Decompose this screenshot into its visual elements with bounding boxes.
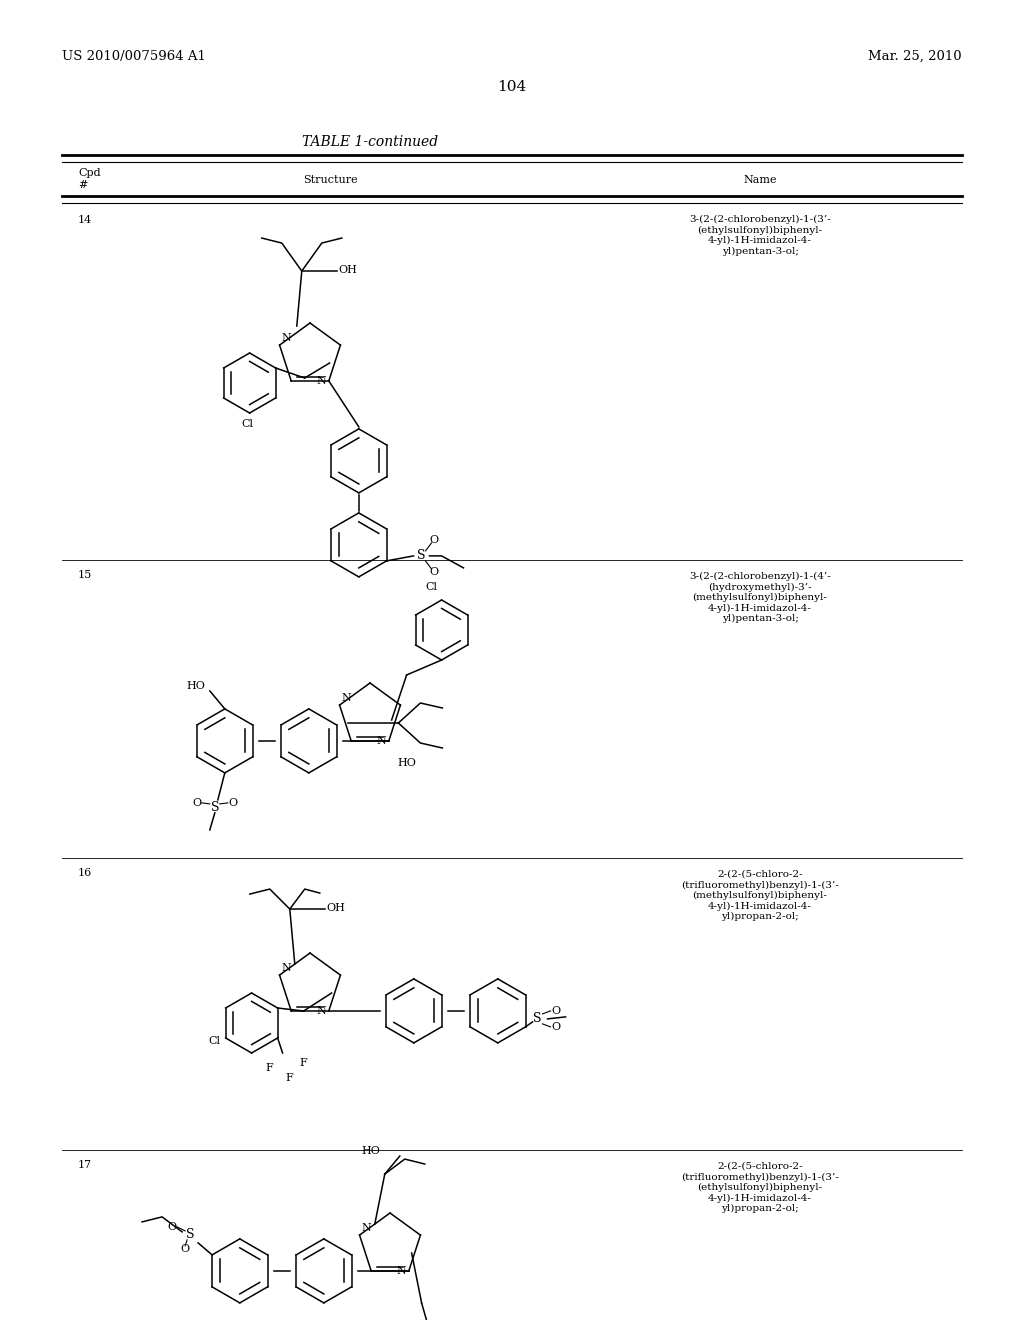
Text: Cpd: Cpd [78,168,100,178]
Text: O: O [168,1222,177,1232]
Text: Name: Name [743,176,777,185]
Text: N: N [396,1266,406,1276]
Text: F: F [265,1063,273,1073]
Text: N: N [361,1224,372,1233]
Text: N: N [316,1006,326,1016]
Text: F: F [300,1059,307,1068]
Text: N: N [282,964,291,973]
Text: 16: 16 [78,869,92,878]
Text: #: # [78,180,87,190]
Text: Cl: Cl [426,582,437,591]
Text: OH: OH [339,265,357,275]
Text: S: S [185,1229,195,1241]
Text: 104: 104 [498,81,526,94]
Text: Mar. 25, 2010: Mar. 25, 2010 [868,50,962,63]
Text: 17: 17 [78,1160,92,1170]
Text: O: O [228,797,238,808]
Text: O: O [429,535,438,545]
Text: 2-(2-(5-chloro-2-
(trifluoromethyl)benzyl)-1-(3’-
(methylsulfonyl)biphenyl-
4-yl: 2-(2-(5-chloro-2- (trifluoromethyl)benzy… [681,870,839,921]
Text: N: N [342,693,351,704]
Text: O: O [193,797,202,808]
Text: 2-(2-(5-chloro-2-
(trifluoromethyl)benzyl)-1-(3’-
(ethylsulfonyl)biphenyl-
4-yl): 2-(2-(5-chloro-2- (trifluoromethyl)benzy… [681,1162,839,1213]
Text: O: O [429,566,438,577]
Text: N: N [282,333,291,343]
Text: S: S [417,549,426,562]
Text: 14: 14 [78,215,92,224]
Text: HO: HO [397,758,416,768]
Text: O: O [180,1243,189,1254]
Text: N: N [316,376,326,385]
Text: HO: HO [360,1146,380,1156]
Text: Cl: Cl [242,418,254,429]
Text: 3-(2-(2-chlorobenzyl)-1-(3’-
(ethylsulfonyl)biphenyl-
4-yl)-1H-imidazol-4-
yl)pe: 3-(2-(2-chlorobenzyl)-1-(3’- (ethylsulfo… [689,215,830,256]
Text: S: S [534,1012,542,1026]
Text: TABLE 1-continued: TABLE 1-continued [302,135,438,149]
Text: N: N [376,735,386,746]
Text: Structure: Structure [303,176,357,185]
Text: S: S [211,801,219,814]
Text: US 2010/0075964 A1: US 2010/0075964 A1 [62,50,206,63]
Text: O: O [551,1022,560,1032]
Text: Cl: Cl [209,1036,220,1045]
Text: 3-(2-(2-chlorobenzyl)-1-(4’-
(hydroxymethyl)-3’-
(methylsulfonyl)biphenyl-
4-yl): 3-(2-(2-chlorobenzyl)-1-(4’- (hydroxymet… [689,572,830,623]
Text: O: O [551,1006,560,1016]
Text: F: F [286,1073,293,1082]
Text: OH: OH [327,903,346,913]
Text: 15: 15 [78,570,92,579]
Text: HO: HO [186,681,205,690]
